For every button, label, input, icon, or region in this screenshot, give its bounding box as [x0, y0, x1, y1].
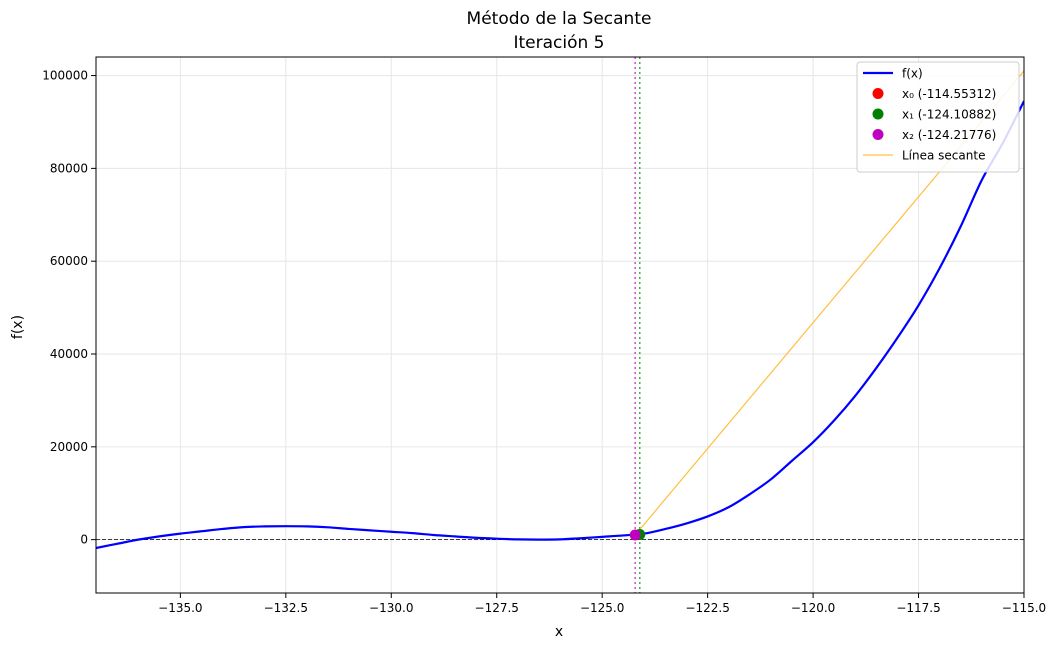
x-tick-label: −120.0 [791, 601, 835, 615]
plot-frame [95, 56, 1025, 594]
x-tick-label: −135.0 [158, 601, 202, 615]
legend: f(x) x₀ (-114.55312) x₁ (-124.10882) x₂ (-1… [856, 61, 1020, 173]
axes: −135.0 −132.5 −130.0 −127.5 −125.0 −122.5 −120… [42, 56, 1046, 615]
x-axis-label: x [555, 624, 563, 640]
x-tick-label: −127.5 [475, 601, 519, 615]
legend-item-fx-label: f(x) [902, 67, 923, 81]
chart-title: Método de la Secante [467, 9, 652, 29]
x-tick-label: −117.5 [896, 601, 940, 615]
point-x0 [1037, 52, 1048, 63]
y-axis-label: f(x) [10, 315, 26, 339]
y-tick-label: 80000 [50, 161, 88, 175]
x-tick-label: −130.0 [369, 601, 413, 615]
chart-subtitle: Iteración 5 [513, 33, 604, 53]
legend-item-secant-label: Línea secante [902, 149, 985, 163]
x-tick-label: −122.5 [685, 601, 729, 615]
legend-item-x2-swatch [872, 129, 884, 140]
legend-item-x1-swatch [872, 108, 884, 120]
legend-item-x0-swatch [872, 88, 884, 99]
x-tick-label: −132.5 [264, 601, 308, 615]
legend-box [856, 61, 1020, 173]
y-tick-label: 100000 [42, 69, 88, 83]
legend-item-x2-label: x₂ (-124.21776) [902, 128, 996, 142]
y-tick-label: 60000 [50, 254, 88, 268]
function-curve [96, 100, 1024, 550]
x-tick-label: −125.0 [580, 601, 624, 615]
y-tick-label: 40000 [50, 347, 88, 361]
legend-item-x1-label: x₁ (-124.10882) [902, 108, 996, 122]
point-x2 [629, 529, 641, 541]
legend-item-x0-label: x₀ (-114.55312) [902, 87, 996, 101]
x-tick-label: −115.0 [1002, 601, 1046, 615]
y-tick-label: 0 [80, 533, 88, 547]
y-tick-label: 20000 [50, 440, 88, 454]
